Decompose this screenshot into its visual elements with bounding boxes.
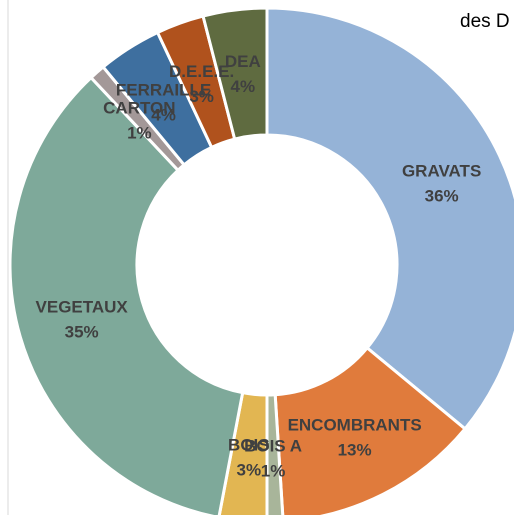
slice-value-label: 35% [65, 322, 99, 341]
slice-value-label: 36% [425, 186, 459, 205]
slice-value-label: 4% [231, 77, 256, 96]
slice-value-label: 1% [127, 124, 152, 143]
slice-label: ENCOMBRANTS [288, 415, 422, 434]
slice-label: DEA [225, 52, 261, 71]
slice-label: BOIS A [244, 436, 302, 455]
slice-label: BOIS [228, 436, 270, 455]
slice-value-label: 4% [151, 106, 176, 125]
slice-label: GRAVATS [402, 161, 481, 180]
donut-slice [8, 75, 245, 515]
slice-value-label: 3% [189, 87, 214, 106]
slice-label: FERRAILLE [116, 81, 211, 100]
chart-title: des D [460, 11, 510, 32]
donut-slice [273, 345, 468, 515]
donut-slice [265, 6, 514, 431]
donut-slice [201, 6, 269, 141]
slice-label: CARTON [103, 99, 175, 118]
slice-label: D.E.E.E. [169, 62, 234, 81]
slice-value-label: 1% [261, 461, 286, 480]
slice-value-label: 13% [338, 440, 372, 459]
slice-value-label: 3% [237, 461, 262, 480]
slice-label: VEGETAUX [36, 297, 129, 316]
